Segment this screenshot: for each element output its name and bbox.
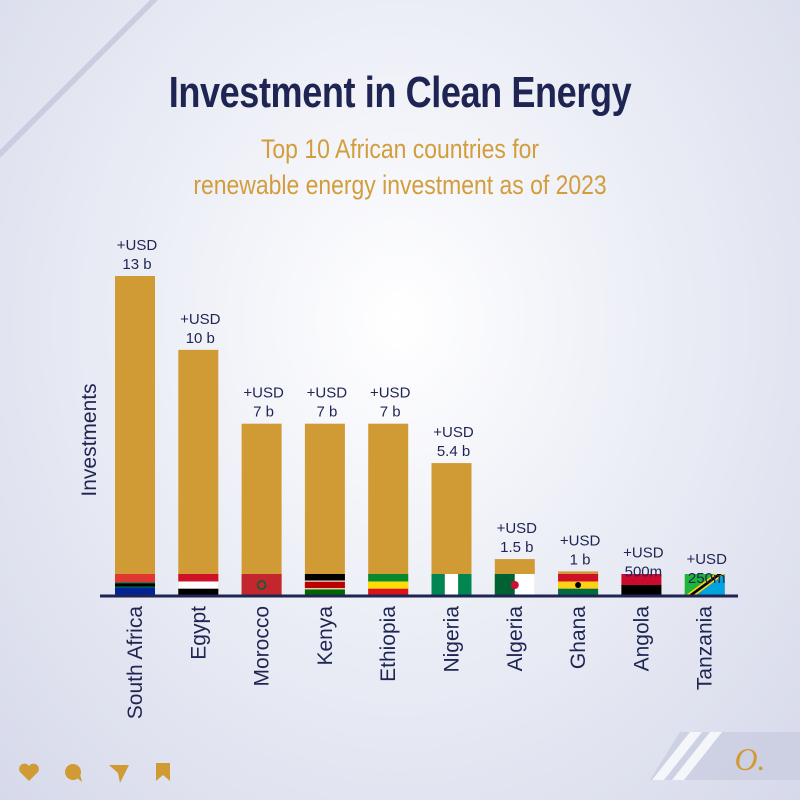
x-tick-label: Tanzania [694, 606, 717, 690]
data-label-value: 7 b [316, 404, 337, 421]
data-label-value: 5.4 b [437, 443, 470, 460]
data-label-prefix: +USD [117, 237, 158, 254]
data-label-value: 13 b [122, 256, 151, 273]
x-tick-label: Egypt [187, 606, 210, 660]
bar-morocco [241, 423, 282, 596]
data-label-prefix: +USD [307, 385, 348, 402]
logo-text: O. [734, 741, 765, 777]
data-label-prefix: +USD [686, 551, 727, 568]
nigeria-flag-icon [431, 574, 472, 596]
x-tick-label: Ghana [567, 606, 590, 669]
x-tick-label: Algeria [504, 606, 527, 672]
data-label-prefix: +USD [560, 532, 601, 549]
data-label-prefix: +USD [370, 385, 411, 402]
chart-subtitle-line-1: Top 10 African countries for [260, 134, 540, 164]
chart-subtitle-line-2: renewable energy investment as of 2023 [193, 170, 607, 200]
brand-logo: O. [650, 732, 800, 780]
data-label-value: 500m [625, 564, 663, 581]
data-label-prefix: +USD [243, 385, 284, 402]
angola-flag-icon [621, 574, 662, 596]
morocco-flag-icon [241, 574, 282, 596]
bar-egypt [178, 349, 219, 596]
data-label-prefix: +USD [623, 545, 664, 562]
bar-south-africa [115, 276, 155, 596]
x-tick-label: Ethiopia [377, 606, 400, 682]
egypt-flag-icon [178, 574, 219, 596]
x-tick-label: South Africa [124, 606, 147, 720]
y-axis-label: Investments [78, 383, 101, 496]
ethiopia-flag-icon [368, 574, 409, 596]
data-label-prefix: +USD [433, 424, 474, 441]
x-tick-label: Nigeria [441, 606, 464, 673]
data-label-value: 1 b [570, 551, 591, 568]
data-label-prefix: +USD [180, 311, 221, 328]
bar-nigeria [431, 463, 472, 596]
ghana-flag-icon [558, 574, 599, 596]
algeria-flag-icon [494, 574, 535, 596]
data-label-value: 7 b [253, 404, 274, 421]
data-label-value: 250m [688, 570, 726, 587]
x-tick-label: Kenya [314, 606, 337, 666]
share-icon[interactable] [108, 762, 130, 784]
bar-ethiopia [368, 423, 409, 596]
tanzania-flag-icon [684, 574, 725, 596]
comment-icon[interactable] [62, 762, 84, 784]
south-africa-flag-icon [115, 574, 155, 596]
corner-stripe-decoration [0, 0, 158, 158]
bookmark-icon[interactable] [154, 762, 172, 782]
x-tick-label: Angola [630, 606, 653, 672]
data-label-value: 1.5 b [500, 539, 533, 556]
data-label-prefix: +USD [497, 520, 538, 537]
x-tick-label: Morocco [251, 606, 274, 687]
heart-icon[interactable] [18, 762, 40, 782]
chart-title: Investment in Clean Energy [168, 68, 632, 117]
data-label-value: 10 b [186, 330, 215, 347]
kenya-flag-icon [304, 574, 345, 596]
data-label-value: 7 b [380, 404, 401, 421]
bar-kenya [304, 423, 345, 596]
